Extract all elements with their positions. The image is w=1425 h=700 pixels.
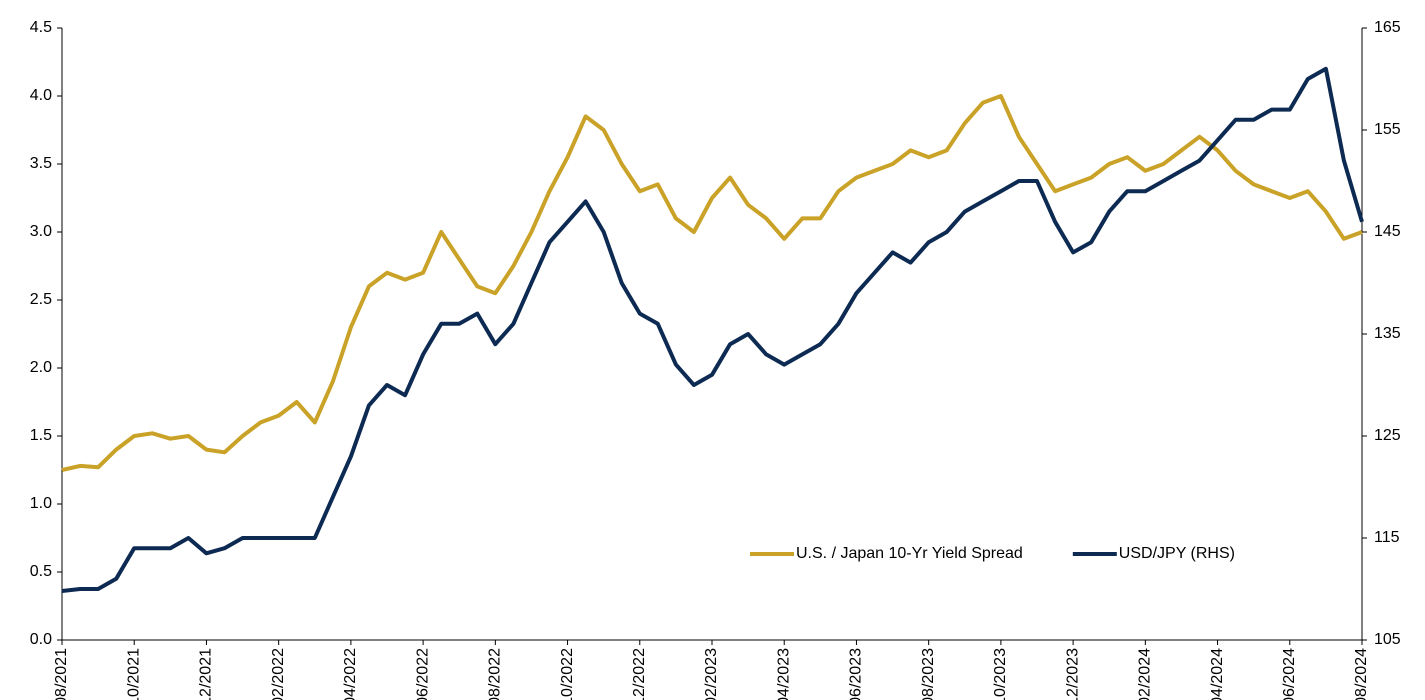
y2-tick-label: 155 bbox=[1374, 121, 1401, 138]
x-tick-label: 08/2022 bbox=[487, 648, 504, 700]
x-tick-label: 08/2024 bbox=[1353, 648, 1370, 700]
x-tick-label: 08/2021 bbox=[53, 648, 70, 700]
x-tick-label: 06/2022 bbox=[414, 648, 431, 700]
y-tick-label: 0.0 bbox=[30, 631, 52, 648]
x-tick-label: 06/2024 bbox=[1281, 648, 1298, 700]
x-tick-label: 12/2022 bbox=[631, 648, 648, 700]
y-tick-label: 4.5 bbox=[30, 19, 52, 36]
x-tick-label: 10/2021 bbox=[125, 648, 142, 700]
series-line bbox=[61, 66, 1364, 593]
x-tick-label: 10/2022 bbox=[559, 648, 576, 700]
y-tick-label: 0.5 bbox=[30, 563, 52, 580]
series-line bbox=[61, 94, 1363, 472]
y2-tick-label: 135 bbox=[1374, 325, 1401, 342]
x-tick-label: 02/2022 bbox=[270, 648, 287, 700]
y-tick-label: 3.5 bbox=[30, 155, 52, 172]
y2-tick-label: 115 bbox=[1374, 529, 1400, 546]
x-tick-label: 12/2021 bbox=[198, 648, 215, 700]
x-tick-label: 04/2023 bbox=[775, 648, 792, 700]
x-tick-label: 06/2023 bbox=[848, 648, 865, 700]
x-tick-label: 08/2023 bbox=[920, 648, 937, 700]
legend-label: USD/JPY (RHS) bbox=[1119, 545, 1235, 562]
y-tick-label: 1.0 bbox=[30, 495, 52, 512]
y2-tick-label: 125 bbox=[1374, 427, 1401, 444]
y-tick-label: 2.5 bbox=[30, 291, 52, 308]
y2-tick-label: 145 bbox=[1374, 223, 1401, 240]
y2-tick-label: 165 bbox=[1374, 19, 1401, 36]
x-tick-label: 02/2024 bbox=[1137, 648, 1154, 700]
y-tick-label: 4.0 bbox=[30, 87, 52, 104]
y2-tick-label: 105 bbox=[1374, 631, 1401, 648]
y-tick-label: 2.0 bbox=[30, 359, 52, 376]
y-tick-label: 1.5 bbox=[30, 427, 52, 444]
legend-label: U.S. / Japan 10-Yr Yield Spread bbox=[796, 545, 1023, 562]
x-tick-label: 12/2023 bbox=[1064, 648, 1081, 700]
x-tick-label: 02/2023 bbox=[703, 648, 720, 700]
x-tick-label: 04/2022 bbox=[342, 648, 359, 700]
y-tick-label: 3.0 bbox=[30, 223, 52, 240]
x-tick-label: 04/2024 bbox=[1209, 648, 1226, 700]
x-tick-label: 10/2023 bbox=[992, 648, 1009, 700]
